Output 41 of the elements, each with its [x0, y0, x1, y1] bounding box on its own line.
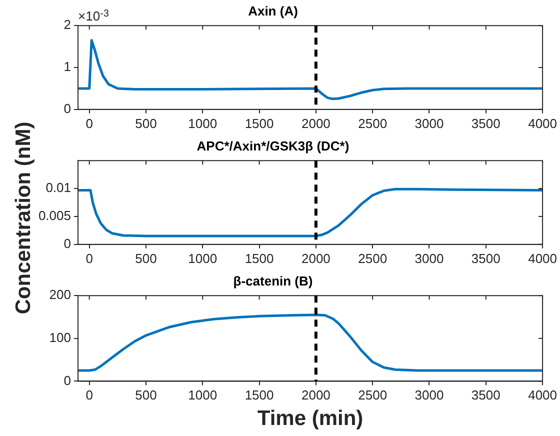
x-tick-label: 3500	[471, 250, 500, 266]
y-tick-label: 0	[64, 100, 71, 116]
y-tick-label: 1	[64, 59, 71, 74]
x-tick-label: 1500	[244, 116, 274, 131]
x-tick-label: 2000	[301, 116, 330, 131]
y-tick-label: 0.01	[46, 180, 71, 196]
y-tick-label: 2	[64, 17, 71, 32]
y-tick-label: 0	[64, 372, 71, 388]
x-tick-label: 2500	[358, 116, 388, 131]
y-tick-label: 100	[49, 330, 71, 345]
x-tick-label: 1000	[188, 388, 218, 403]
x-tick-label: 4000	[528, 250, 557, 266]
x-tick-label: 500	[135, 116, 157, 131]
x-tick-label: 2000	[301, 250, 330, 266]
x-tick-label: 1500	[244, 388, 274, 403]
x-tick-label: 1000	[188, 250, 218, 266]
x-tick-label: 500	[135, 388, 157, 403]
x-tick-label: 3500	[471, 116, 500, 131]
chart-title: Axin (A)	[248, 3, 298, 18]
x-tick-label: 0	[86, 116, 93, 131]
x-axis-title: Time (min)	[257, 407, 364, 430]
x-tick-label: 3000	[414, 116, 444, 131]
chart-title: β-catenin (B)	[233, 273, 313, 288]
x-tick-label: 3500	[471, 388, 500, 403]
x-tick-label: 500	[135, 250, 157, 266]
y-tick-label: 0.005	[38, 208, 71, 224]
x-tick-label: 3000	[414, 250, 444, 266]
chart-title: APC*/Axin*/GSK3β (DC*)	[196, 138, 350, 154]
x-tick-label: 0	[86, 388, 93, 403]
x-tick-label: 2000	[301, 388, 330, 403]
x-tick-label: 4000	[528, 116, 557, 131]
x-tick-label: 1500	[244, 250, 274, 266]
x-tick-label: 2500	[358, 250, 388, 266]
x-tick-label: 4000	[528, 388, 557, 403]
x-tick-label: 0	[86, 250, 93, 266]
x-tick-label: 3000	[414, 388, 444, 403]
x-tick-label: 1000	[188, 116, 218, 131]
y-tick-label: 200	[49, 287, 71, 302]
y-axis-title: Concentration (nM)	[12, 122, 36, 314]
y-tick-label: 0	[64, 236, 71, 251]
x-tick-label: 2500	[358, 388, 388, 403]
